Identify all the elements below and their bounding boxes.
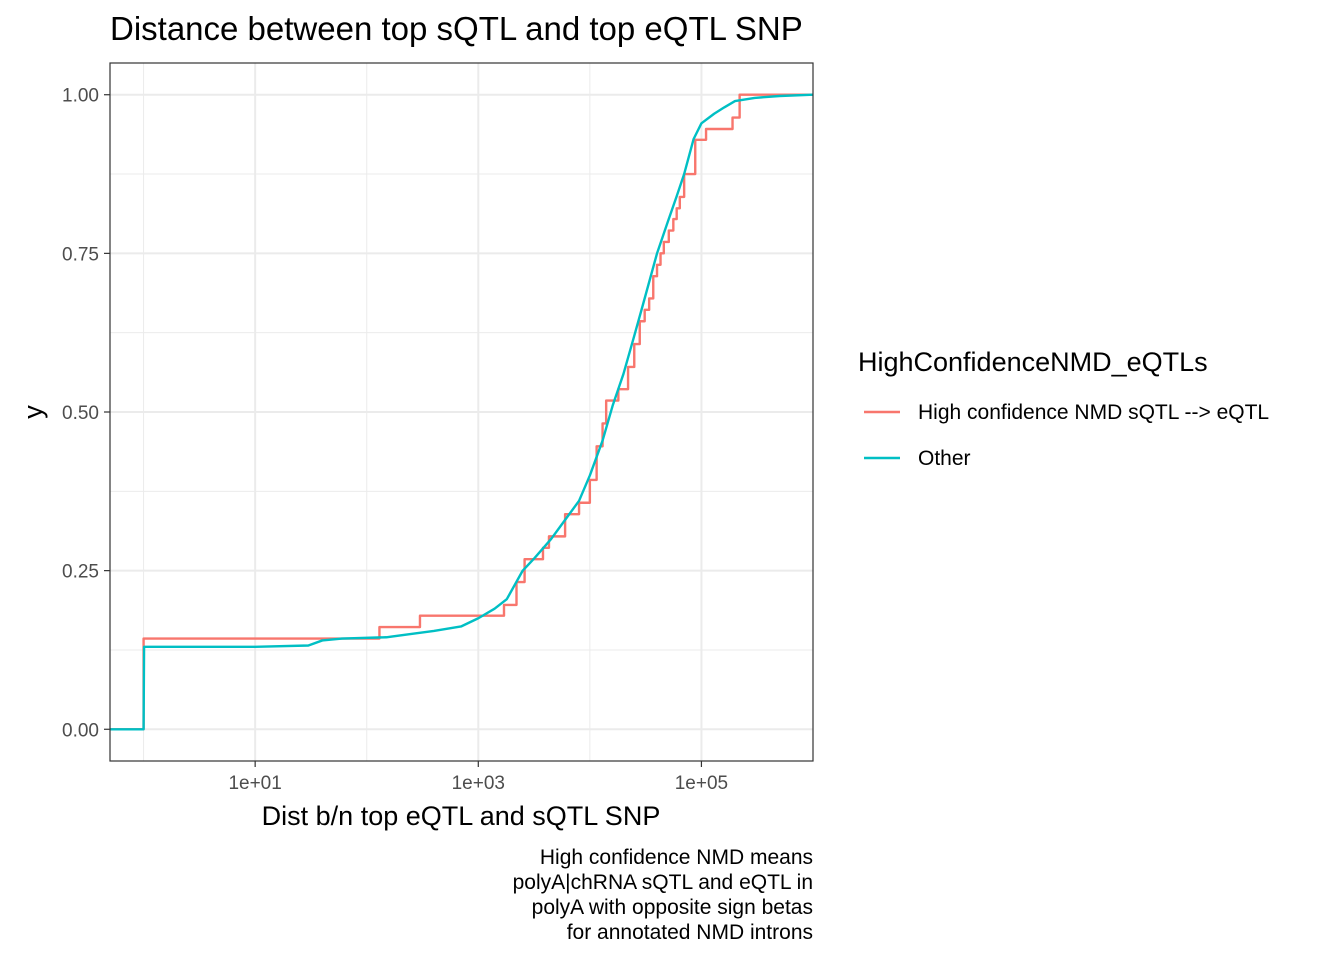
grid-lines: [110, 63, 813, 761]
x-tick-label: 1e+05: [675, 773, 728, 794]
x-tick-label: 1e+03: [452, 773, 505, 794]
y-axis-title: y: [18, 405, 48, 419]
series-lines: [110, 93, 814, 731]
caption-line: High confidence NMD means: [540, 846, 813, 869]
series-line-0: [110, 93, 813, 731]
legend-label-other: Other: [918, 447, 971, 470]
x-tick-label: 1e+01: [228, 773, 281, 794]
y-tick-label: 0.25: [62, 562, 99, 583]
y-tick-label: 0.00: [62, 720, 99, 741]
series-line-1: [110, 93, 814, 731]
y-tick-label: 0.50: [62, 403, 99, 424]
chart-title: Distance between top sQTL and top eQTL S…: [110, 10, 803, 47]
y-tick-label: 1.00: [62, 86, 99, 107]
caption-line: for annotated NMD introns: [567, 921, 813, 944]
axis-ticks: 1e+01 1e+03 1e+05 0.00 0.25 0.50 0.75 1.00: [62, 86, 728, 794]
legend-title: HighConfidenceNMD_eQTLs: [858, 347, 1208, 377]
y-tick-label: 0.75: [62, 244, 99, 265]
caption: High confidence NMD means polyA|chRNA sQ…: [513, 846, 813, 944]
x-axis-title: Dist b/n top eQTL and sQTL SNP: [262, 801, 661, 831]
caption-line: polyA with opposite sign betas: [532, 896, 813, 919]
caption-line: polyA|chRNA sQTL and eQTL in: [513, 871, 813, 894]
legend-label-high-confidence: High confidence NMD sQTL --> eQTL: [918, 401, 1269, 424]
